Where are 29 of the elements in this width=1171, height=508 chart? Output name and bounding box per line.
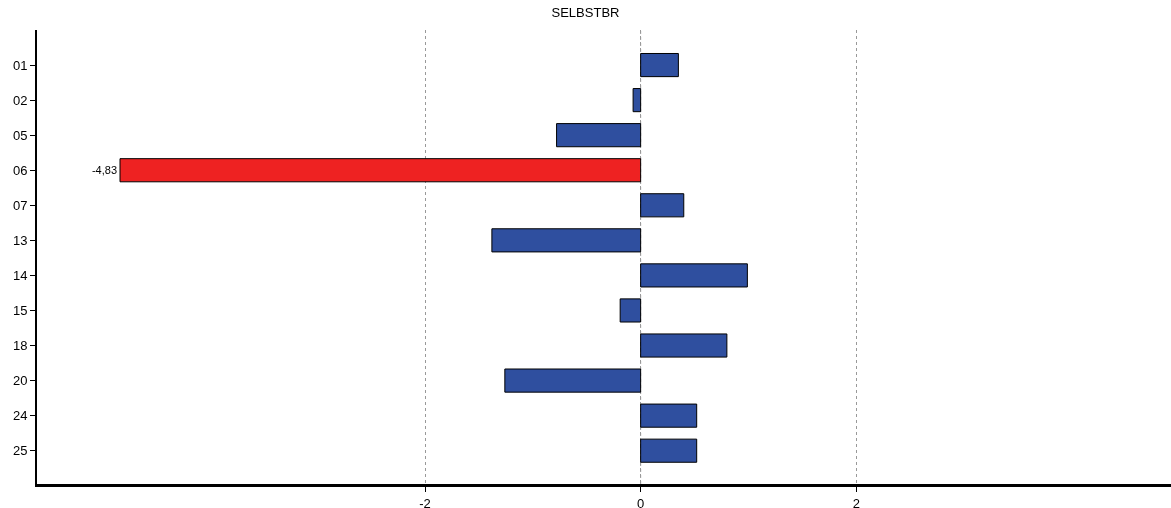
chart-title: SELBSTBR [551, 4, 620, 20]
y-tick-label: 13 [12, 232, 28, 248]
bar [640, 193, 685, 218]
data-label: -4,83 [91, 164, 117, 177]
bar [640, 333, 728, 358]
y-tick-label: 01 [12, 57, 28, 73]
bar [504, 368, 642, 393]
y-tick-label: 06 [12, 162, 28, 178]
y-tick-label: 25 [12, 443, 28, 459]
y-tick-label: 05 [12, 127, 28, 143]
bar [119, 158, 642, 183]
y-tick-label: 24 [12, 408, 28, 424]
y-tick-label: 20 [12, 373, 28, 389]
y-tick-label: 07 [12, 197, 28, 213]
bar [556, 123, 642, 148]
bar [640, 263, 748, 288]
y-tick-label: 14 [12, 267, 28, 283]
y-tick-label: 15 [12, 303, 28, 319]
bar [640, 438, 698, 463]
y-tick-label: 18 [12, 338, 28, 354]
y-tick-label: 02 [12, 92, 28, 108]
bar [640, 403, 698, 428]
bar [632, 88, 642, 113]
bar [640, 52, 679, 78]
x-tick-label: 2 [852, 495, 860, 508]
x-tick-label: -2 [419, 495, 431, 508]
x-tick-label: 0 [637, 495, 645, 508]
bar [619, 298, 642, 323]
bar [491, 228, 642, 253]
